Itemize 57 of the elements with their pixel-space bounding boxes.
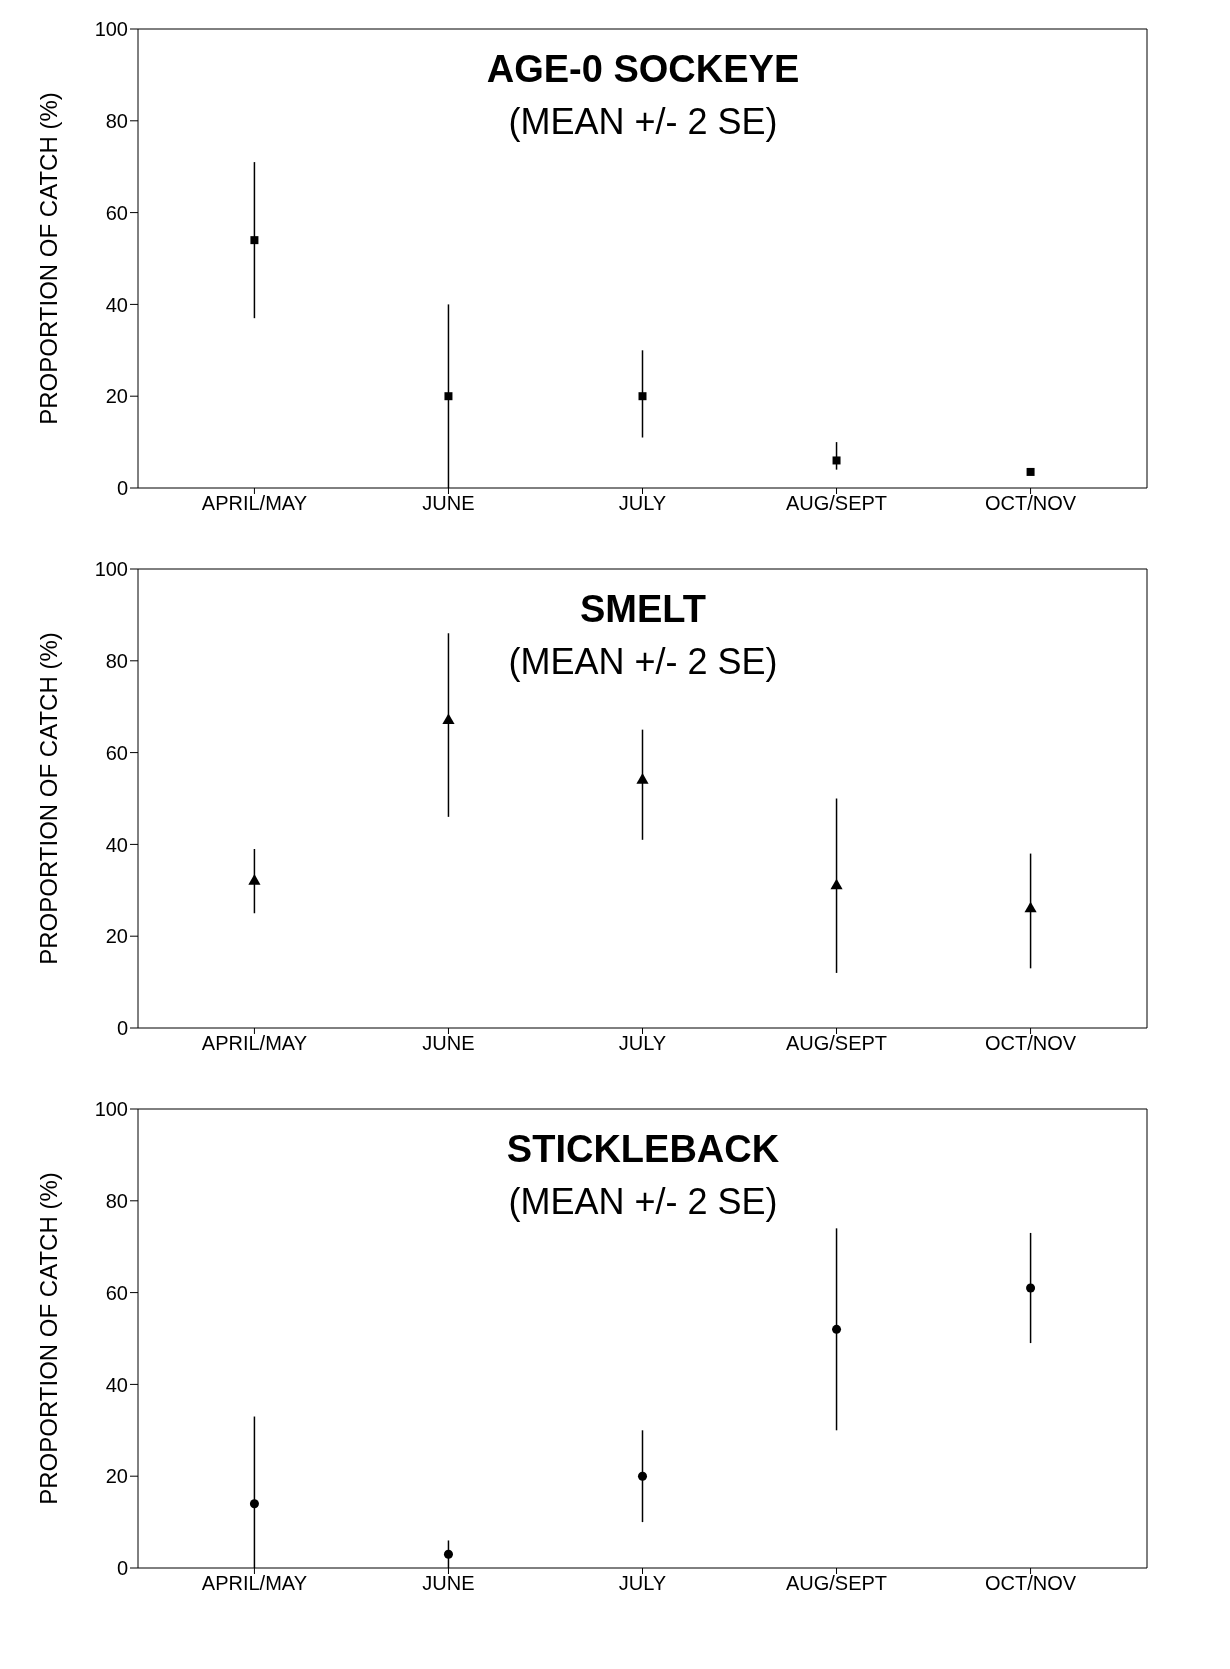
x-tick-label: JULY — [618, 1572, 667, 1595]
y-tick-label: 100 — [94, 1098, 128, 1121]
y-tick-label: 100 — [94, 18, 128, 41]
point — [638, 392, 647, 401]
text: STICKLEBACK — [505, 1128, 781, 1171]
text: SMELT — [579, 588, 707, 631]
point — [248, 874, 261, 885]
x-tick-label: AUG/SEPT — [785, 1032, 888, 1055]
y-tick-label: 0 — [116, 1017, 128, 1040]
x-tick-label: APRIL/MAY — [201, 1572, 308, 1595]
y-tick-label: 40 — [105, 833, 128, 856]
y-tick-label: 80 — [105, 1189, 128, 1212]
point — [832, 456, 841, 465]
y-tick-label: 60 — [105, 1281, 128, 1304]
y-tick-label: 80 — [105, 649, 128, 672]
point — [1026, 1283, 1036, 1293]
y-tick-label: 60 — [105, 201, 128, 224]
y-tick-label: 20 — [105, 925, 128, 948]
text: (MEAN +/- 2 SE) — [507, 1181, 779, 1223]
y-tick-label: 40 — [105, 293, 128, 316]
y-tick-label: 20 — [105, 385, 128, 408]
y-tick-label: 0 — [116, 1557, 128, 1580]
y-axis-title: PROPORTION OF CATCH (%) — [34, 92, 62, 425]
point — [830, 878, 843, 890]
y-axis-title: PROPORTION OF CATCH (%) — [34, 632, 62, 965]
y-tick-label: 40 — [105, 1373, 128, 1396]
x-tick-label: APRIL/MAY — [201, 1032, 308, 1055]
x-tick-label: JULY — [618, 492, 667, 515]
point — [832, 1324, 842, 1334]
point — [637, 1471, 648, 1481]
x-tick-label: AUG/SEPT — [785, 492, 888, 515]
x-tick-label: OCT/NOV — [985, 1032, 1077, 1055]
x-tick-label: JUNE — [422, 1572, 475, 1595]
text: (MEAN +/- 2 SE) — [507, 101, 779, 143]
text: (MEAN +/- 2 SE) — [507, 641, 779, 683]
y-tick-label: 0 — [116, 477, 128, 500]
text: AGE-0 SOCKEYE — [485, 48, 801, 91]
x-tick-label: APRIL/MAY — [201, 492, 308, 515]
point — [444, 392, 453, 401]
point — [442, 713, 455, 724]
x-tick-label: OCT/NOV — [985, 1572, 1077, 1595]
point — [1024, 901, 1037, 913]
x-tick-label: JUNE — [422, 492, 475, 515]
x-tick-label: AUG/SEPT — [785, 1572, 888, 1595]
x-tick-label: JULY — [618, 1032, 667, 1055]
point — [443, 1549, 453, 1559]
point — [1026, 467, 1035, 476]
y-axis-title: PROPORTION OF CATCH (%) — [34, 1172, 62, 1505]
x-tick-label: JUNE — [422, 1032, 475, 1055]
point — [250, 236, 259, 245]
y-tick-label: 100 — [94, 558, 128, 581]
y-tick-label: 60 — [105, 741, 128, 764]
point — [249, 1499, 259, 1509]
point — [636, 773, 649, 784]
y-tick-label: 20 — [105, 1465, 128, 1488]
y-tick-label: 80 — [105, 109, 128, 132]
x-tick-label: OCT/NOV — [985, 492, 1077, 515]
